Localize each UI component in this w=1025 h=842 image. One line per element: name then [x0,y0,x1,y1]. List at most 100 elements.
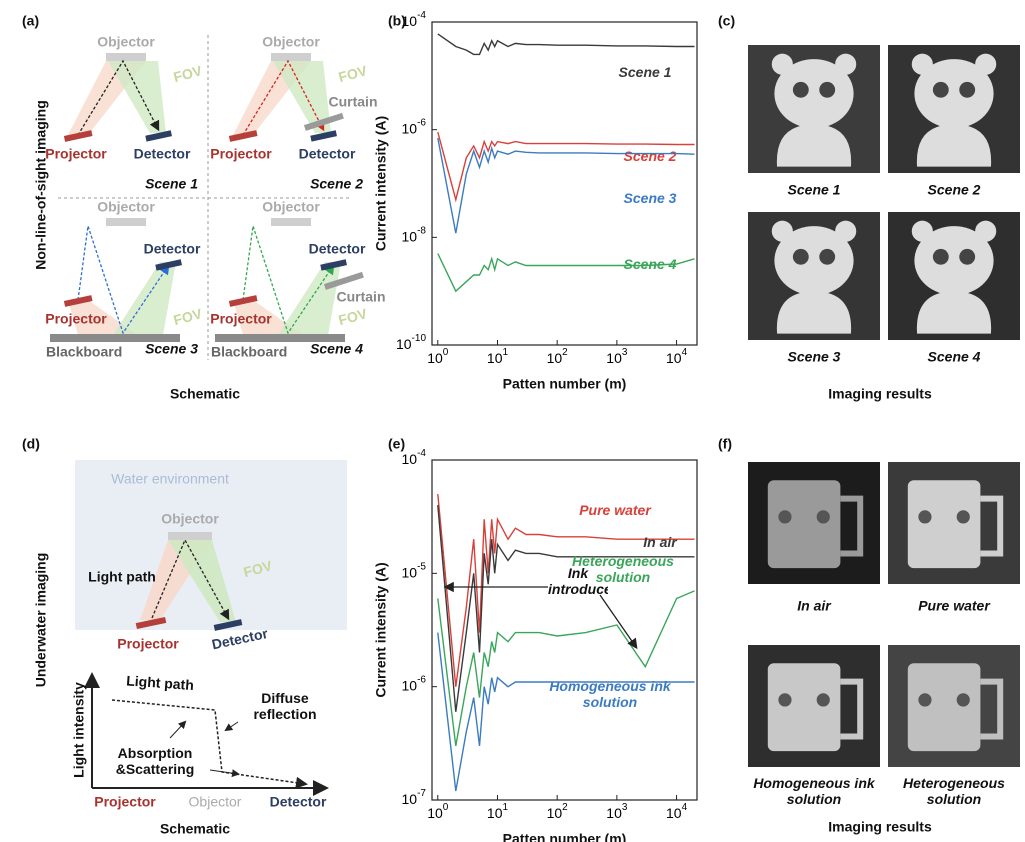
objector [106,53,146,61]
y-tick-label: 10-10 [396,333,426,352]
pointer [169,720,187,739]
x-tick-base: 10 [427,805,443,821]
caption: Imaging results [828,819,932,835]
image-detail [932,81,949,98]
x-tick-exponent: 4 [682,802,688,813]
graph-axis-label: Light intensity [71,682,87,778]
y-tick-label: 10-4 [402,10,427,29]
x-tick-label: 101 [487,802,509,821]
curtain-label: Curtain [329,94,378,110]
series-label-box: Scene 3 [624,190,677,206]
y-axis-title: Current intensity (A) [373,116,389,251]
x-tick-exponent: 4 [682,347,688,358]
fov-label: FOV [172,305,205,328]
image-caption: Scene 2 [928,182,981,198]
image-caption: Scene 3 [788,349,841,365]
series-label-box: Heterogeneous solution [572,553,674,586]
x-tick-exponent: 3 [622,347,628,358]
detector-label: Detector [134,146,191,162]
y-tick-base: 10 [402,564,418,580]
annotation-arrow [599,594,638,650]
image-detail [956,510,970,524]
series-label-box: In air [643,534,677,550]
series-line [437,137,695,234]
image-caption: In air [797,598,832,614]
fov [278,262,341,335]
fov [113,262,176,335]
image-detail [774,59,854,129]
series-line [437,131,695,203]
light-path [242,59,325,136]
image-detail [835,53,857,75]
detector-label: Detector [144,241,201,257]
plot-frame [431,459,698,801]
caption: Schematic [170,386,240,402]
caption: Schematic [160,821,230,837]
y-tick-exponent: -7 [417,788,426,799]
light-path-label: Light path [88,569,156,585]
x-tick-label: 101 [487,347,509,366]
pointer [209,769,240,778]
blackboard [50,334,180,342]
blackboard-label: Blackboard [211,344,287,360]
blackboard [215,334,345,342]
side-title: Underwater imaging [33,553,49,688]
x-tick-exponent: 1 [502,347,508,358]
y-tick-label: 10-4 [402,448,427,467]
detector [213,619,243,631]
fov [168,540,236,622]
x-tick-base: 10 [547,805,563,821]
image-detail [911,53,933,75]
pointer [224,721,239,732]
annotation-box: Ink introduced [548,565,608,597]
y-tick-exponent: -4 [417,10,426,21]
curtain-label: Curtain [337,289,386,305]
y-tick-base: 10 [402,451,418,467]
x-tick-exponent: 0 [443,802,449,813]
image-detail [975,220,997,242]
curtain [303,112,344,131]
series-label-box: Pure water [579,502,651,518]
graph-label-box: Diffuse reflection [253,690,316,722]
image-detail [918,510,932,524]
x-tick-label: 100 [427,347,449,366]
y-tick-exponent: -5 [417,561,426,572]
image-detail [771,53,793,75]
scene-label: Scene 2 [310,176,363,192]
scene-label: Scene 1 [145,176,198,192]
y-tick-exponent: -8 [417,225,426,236]
series-label: Scene 4 [623,256,677,272]
objector [271,218,311,226]
panel-label: (e) [388,436,405,452]
x-tick-base: 10 [606,350,622,366]
image-detail [980,495,1004,557]
series-label: Scene 2 [623,148,677,164]
image-detail [932,248,949,265]
graph-label: Projector [94,794,156,810]
image-detail [914,59,994,129]
y-axis-title: Current intensity (A) [373,562,389,697]
x-tick-base: 10 [606,805,622,821]
series-label: In air [643,534,677,550]
y-tick-base: 10 [402,228,418,244]
image-detail [975,53,997,75]
projector-label: Projector [210,311,272,327]
image-detail [792,81,809,98]
x-tick-base: 10 [427,350,443,366]
series-line [437,632,695,792]
x-tick-label: 104 [666,802,688,821]
series-label: Heterogeneous solution [572,553,674,586]
y-tick-label: 10-6 [402,117,427,136]
graph-label: Absorption &Scattering [115,745,195,778]
image-detail [816,693,830,707]
y-tick-exponent: -10 [412,333,427,344]
x-tick-exponent: 1 [502,802,508,813]
image-detail [771,220,793,242]
image-detail [767,663,841,752]
x-tick-label: 104 [666,347,688,366]
series-line [437,590,695,747]
image-detail [819,248,836,265]
image-caption: Scene 4 [928,349,981,365]
series-line [437,33,695,56]
